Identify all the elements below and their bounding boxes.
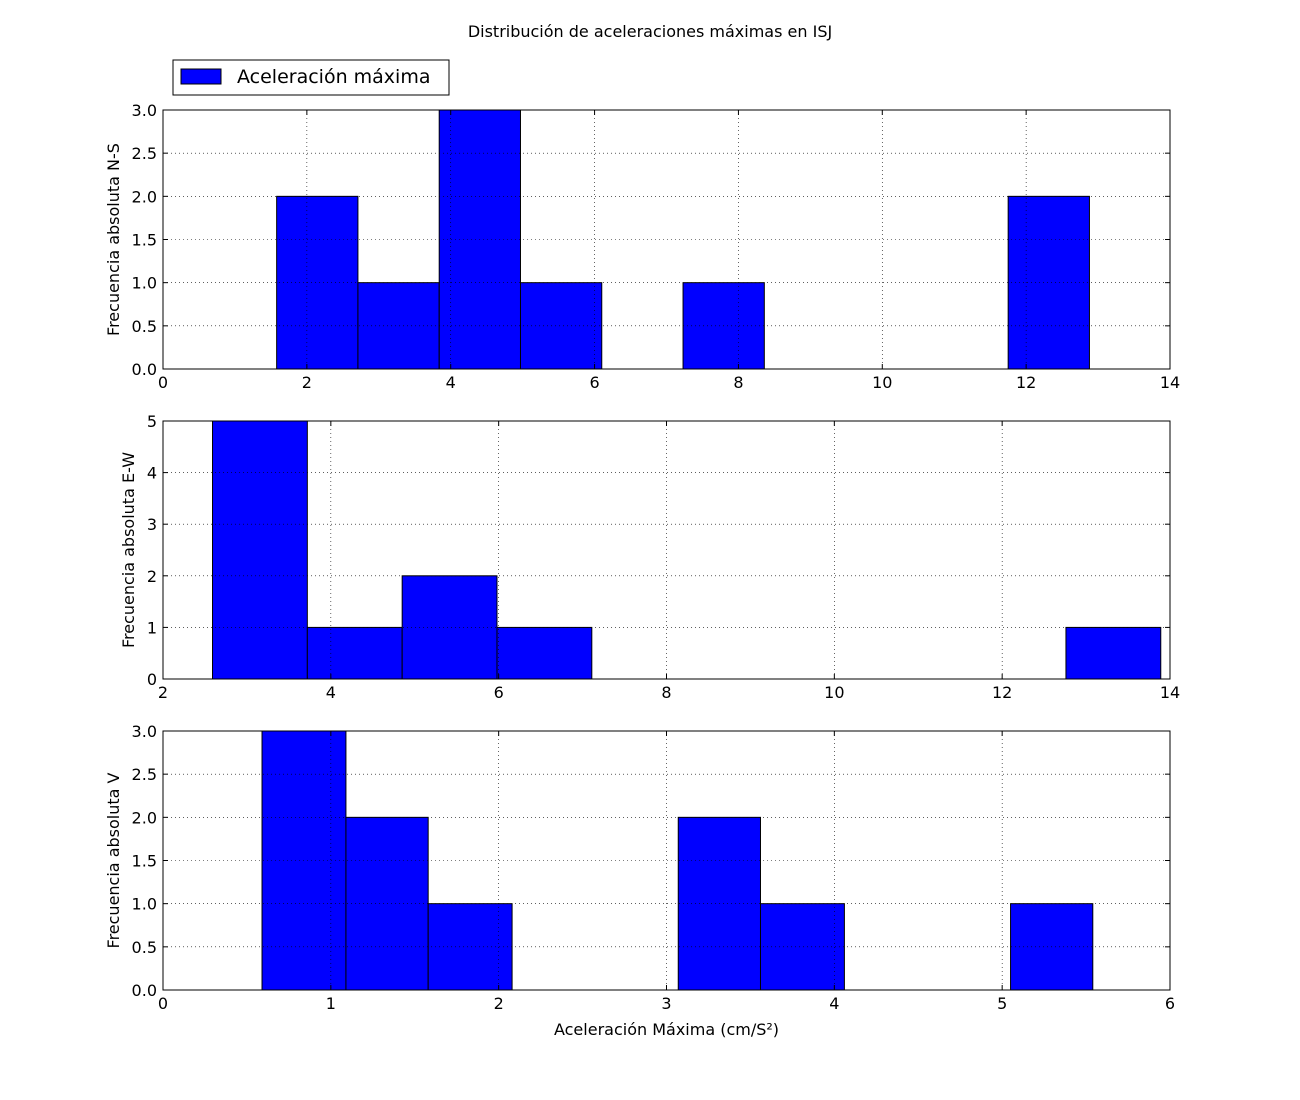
x-tick-label: 8	[661, 683, 671, 702]
histogram-bar	[1065, 626, 1162, 680]
x-tick-label: 0	[158, 994, 168, 1013]
y-tick-label: 1.0	[132, 274, 157, 293]
y-tick-label: 3	[147, 515, 157, 534]
histogram-bar	[519, 282, 603, 370]
x-tick-label: 4	[326, 683, 336, 702]
x-tick-label: 6	[1165, 994, 1175, 1013]
legend: Aceleración máxima	[172, 59, 450, 96]
x-axis-label: Aceleración Máxima (cm/S²)	[554, 1020, 779, 1039]
y-axis-label: Frecuencia absoluta E-W	[119, 452, 138, 648]
x-tick-label: 8	[733, 373, 743, 392]
x-tick-label: 2	[158, 683, 168, 702]
y-tick-label: 2.0	[132, 808, 157, 827]
histogram-bar	[759, 903, 845, 991]
x-tick-label: 10	[872, 373, 892, 392]
y-tick-label: 2	[147, 567, 157, 586]
y-tick-label: 1.5	[132, 231, 157, 250]
histogram-bar	[496, 626, 593, 680]
histogram-bar	[1007, 195, 1090, 370]
histogram-panel-3: 0 1 2 3 4 5 6 0.0 0.5 1.0 1.5 2.0 2.5 3.0 Frecuencia a…	[104, 722, 1175, 1039]
y-tick-label: 2.0	[132, 187, 157, 206]
x-tick-label: 6	[589, 373, 599, 392]
histogram-bar	[276, 195, 359, 370]
x-tick-label: 1	[326, 994, 336, 1013]
y-tick-label: 0.0	[132, 360, 157, 379]
y-tick-label: 0.5	[132, 317, 157, 336]
x-tick-label: 5	[997, 994, 1007, 1013]
x-tick-label: 4	[446, 373, 456, 392]
histogram-bar	[212, 420, 308, 680]
legend-label: Aceleración máxima	[237, 66, 430, 88]
y-tick-label: 0.5	[132, 938, 157, 957]
y-axis-label: Frecuencia absoluta V	[104, 772, 123, 948]
histogram-panels: 0 2 4 6 8 10 12 140.00.51.01.52.02.53.0Frecuenc…	[104, 101, 1180, 1039]
y-tick-label: 1	[147, 618, 157, 637]
y-tick-label: 5	[147, 412, 157, 431]
legend-swatch	[180, 68, 222, 85]
y-axis-label: Frecuencia absoluta N-S	[104, 143, 123, 336]
histogram-bar	[427, 903, 513, 991]
y-tick-label: 2.5	[132, 765, 157, 784]
x-tick-label: 12	[1016, 373, 1036, 392]
x-tick-label: 6	[494, 683, 504, 702]
y-tick-label: 4	[147, 464, 157, 483]
x-tick-label: 2	[494, 994, 504, 1013]
y-tick-label: 3.0	[132, 101, 157, 120]
figure-title: Distribución de aceleraciones máximas en…	[468, 22, 832, 41]
y-tick-label: 3.0	[132, 722, 157, 741]
y-tick-label: 1.5	[132, 852, 157, 871]
y-tick-label: 1.0	[132, 895, 157, 914]
histogram-bar	[306, 626, 403, 680]
x-tick-label: 3	[661, 994, 671, 1013]
x-tick-label: 14	[1160, 373, 1180, 392]
y-tick-label: 0	[147, 670, 157, 689]
x-tick-label: 12	[992, 683, 1012, 702]
x-tick-label: 14	[1160, 683, 1180, 702]
histogram-bar	[401, 575, 498, 680]
x-tick-label: 2	[302, 373, 312, 392]
x-tick-label: 4	[829, 994, 839, 1013]
y-tick-label: 2.5	[132, 144, 157, 163]
x-tick-label: 0	[158, 373, 168, 392]
y-tick-label: 0.0	[132, 981, 157, 1000]
x-tick-label: 10	[824, 683, 844, 702]
histogram-panel-1: 0 2 4 6 8 10 12 14 0.0 0.5 1.0 1.5 2.0 2.5 3.0 Frecuenc…	[104, 101, 1180, 392]
